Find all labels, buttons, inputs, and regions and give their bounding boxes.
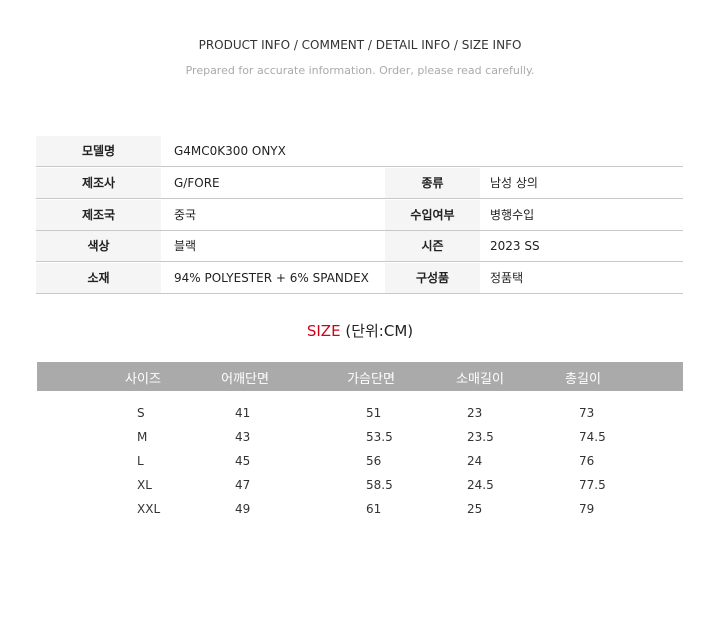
column-header: 어깨단면 bbox=[221, 372, 269, 387]
size-cell: 58.5 bbox=[366, 478, 393, 492]
size-cell: 79 bbox=[579, 502, 595, 516]
info-row: 제조사 G/FORE 종류 남성 상의 bbox=[36, 168, 683, 199]
info-label: 색상 bbox=[36, 231, 161, 261]
info-label: 시즌 bbox=[385, 231, 480, 261]
size-cell: XXL bbox=[137, 502, 161, 516]
column-header: 사이즈 bbox=[125, 372, 161, 387]
size-cell: 77.5 bbox=[579, 478, 606, 492]
page-title: PRODUCT INFO / COMMENT / DETAIL INFO / S… bbox=[198, 38, 522, 52]
size-cell: 76 bbox=[579, 454, 595, 468]
info-label: 수입여부 bbox=[385, 200, 480, 230]
info-row: 색상 블랙 시즌 2023 SS bbox=[36, 231, 683, 262]
info-label: 제조국 bbox=[36, 200, 161, 230]
size-cell: 51 bbox=[366, 406, 382, 420]
info-label: 모델명 bbox=[36, 136, 161, 166]
size-cell: 74.5 bbox=[579, 430, 606, 444]
column-header: 총길이 bbox=[565, 372, 601, 387]
info-label: 구성품 bbox=[385, 263, 480, 293]
info-value: 2023 SS bbox=[490, 239, 540, 253]
info-row: 소재 94% POLYESTER + 6% SPANDEX 구성품 정품택 bbox=[36, 263, 683, 294]
size-cell: 47 bbox=[235, 478, 251, 492]
size-cell: 73 bbox=[579, 406, 595, 420]
size-cell: 24.5 bbox=[467, 478, 494, 492]
size-cell: S bbox=[137, 406, 145, 420]
info-value: 남성 상의 bbox=[490, 176, 538, 190]
info-value: G4MC0K300 ONYX bbox=[174, 144, 286, 158]
info-value: 블랙 bbox=[174, 239, 197, 253]
size-cell: 53.5 bbox=[366, 430, 393, 444]
info-label: 종류 bbox=[385, 168, 480, 198]
info-value: G/FORE bbox=[174, 176, 220, 190]
size-cell: 24 bbox=[467, 454, 483, 468]
size-cell: M bbox=[137, 430, 148, 444]
column-header: 가슴단면 bbox=[347, 372, 395, 387]
size-label: SIZE bbox=[306, 322, 341, 340]
size-table-header: 사이즈 어깨단면 가슴단면 소매길이 총길이 bbox=[37, 362, 683, 391]
size-unit: (단위:CM) bbox=[345, 322, 414, 340]
size-cell: 25 bbox=[467, 502, 483, 516]
info-row: 모델명 G4MC0K300 ONYX bbox=[36, 136, 683, 167]
info-row: 제조국 중국 수입여부 병행수입 bbox=[36, 200, 683, 231]
info-label: 제조사 bbox=[36, 168, 161, 198]
info-value: 병행수입 bbox=[490, 208, 535, 222]
info-label: 소재 bbox=[36, 263, 161, 293]
info-value: 중국 bbox=[174, 208, 197, 222]
size-cell: 43 bbox=[235, 430, 251, 444]
info-value: 정품택 bbox=[490, 271, 524, 285]
info-value: 94% POLYESTER + 6% SPANDEX bbox=[174, 271, 369, 285]
size-cell: 23.5 bbox=[467, 430, 494, 444]
size-cell: 49 bbox=[235, 502, 251, 516]
size-cell: 61 bbox=[366, 502, 382, 516]
column-header: 소매길이 bbox=[456, 372, 504, 387]
size-cell: 41 bbox=[235, 406, 251, 420]
size-cell: 45 bbox=[235, 454, 251, 468]
size-cell: 23 bbox=[467, 406, 483, 420]
size-title: SIZE (단위:CM) bbox=[0, 320, 720, 341]
size-cell: 56 bbox=[366, 454, 382, 468]
page-subtitle: Prepared for accurate information. Order… bbox=[185, 64, 535, 77]
size-cell: L bbox=[137, 454, 144, 468]
size-cell: XL bbox=[137, 478, 152, 492]
